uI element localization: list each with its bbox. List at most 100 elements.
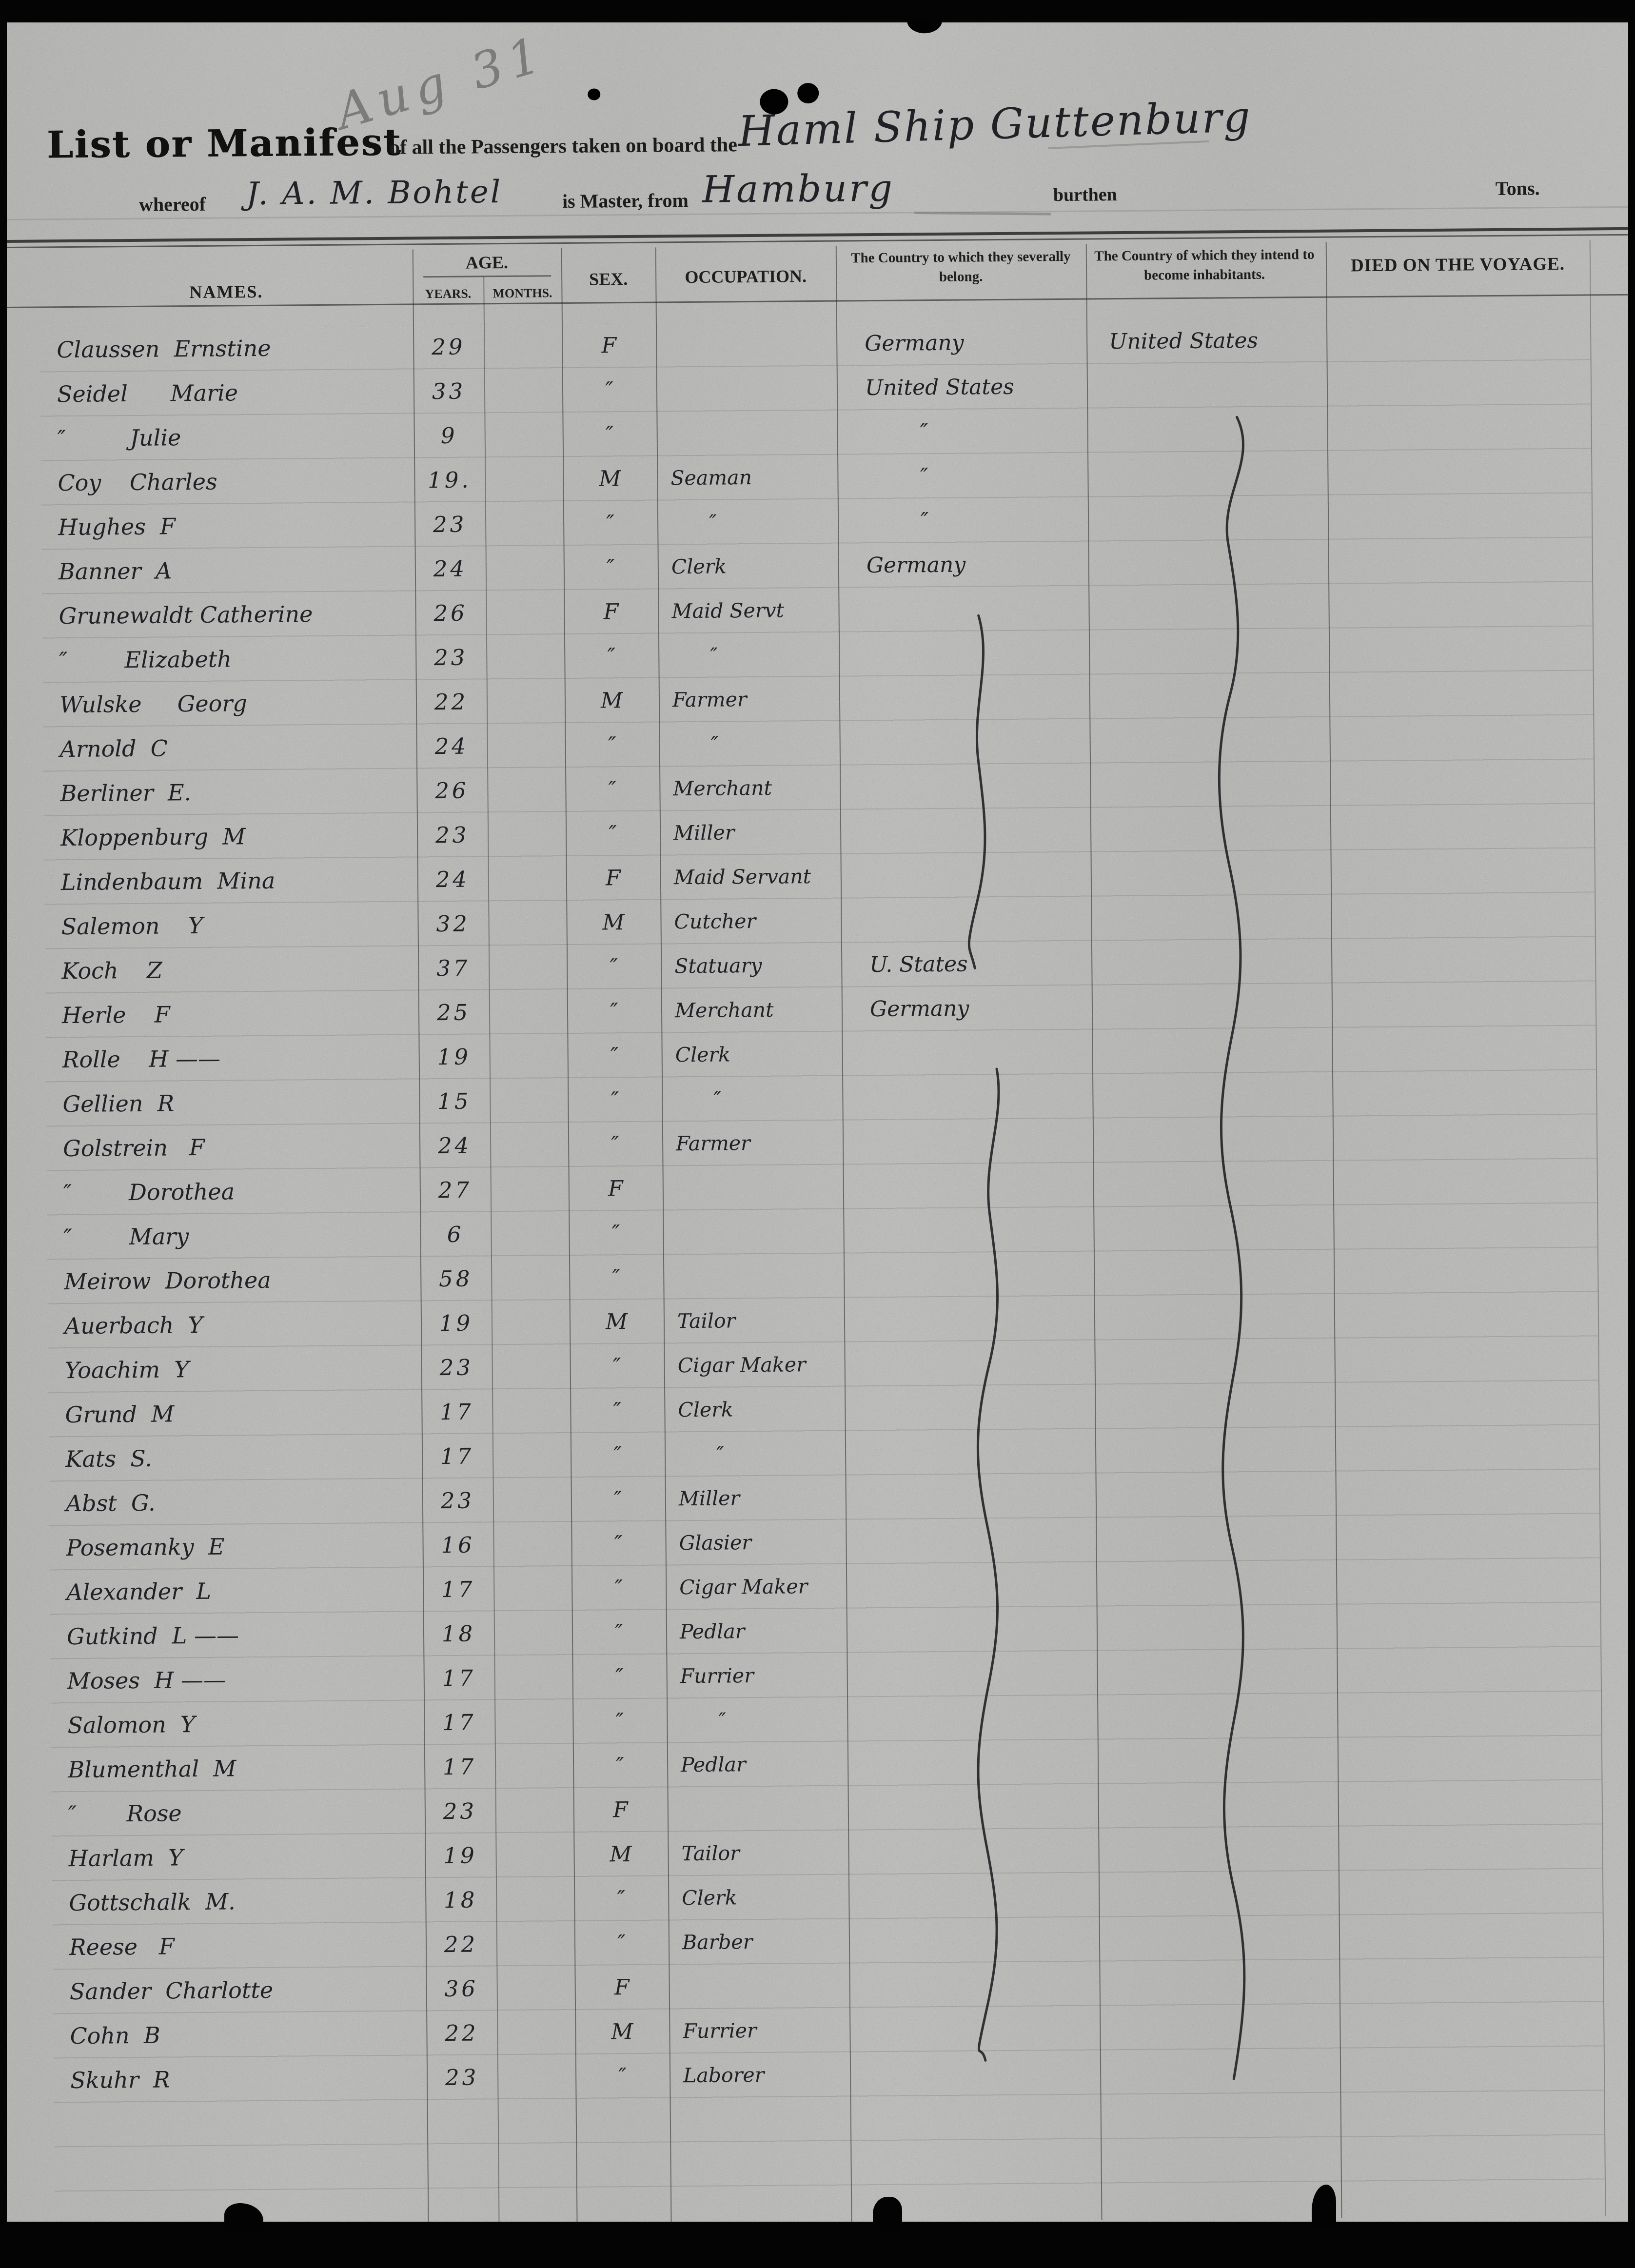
column-header-months: MONTHS.	[483, 286, 561, 301]
cell-months	[484, 368, 563, 413]
cell-sex: M	[566, 900, 661, 946]
cell-name: Gottschalk M.	[52, 1878, 426, 1925]
cell-occupation: Miller	[665, 1476, 846, 1521]
column-header-age: AGE.	[413, 252, 561, 273]
cell-occupation: Merchant	[661, 987, 842, 1033]
cell-occupation: ″	[659, 721, 840, 767]
cell-years: 23	[421, 1345, 492, 1390]
cell-intend	[1088, 584, 1329, 631]
cell-occupation: Seaman	[657, 455, 838, 501]
cell-years: 24	[416, 724, 487, 769]
cell-months	[496, 1966, 575, 2011]
cell-sex: ″	[566, 811, 660, 857]
cell-sex: ″	[571, 1432, 665, 1478]
cell-belong	[840, 764, 1090, 810]
cell-belong	[840, 808, 1091, 854]
cell-months	[494, 1655, 572, 1700]
cell-years: 19.	[414, 457, 485, 502]
cell-years: 37	[418, 946, 489, 990]
cell-intend	[1094, 1339, 1335, 1385]
cell-sex: ″	[571, 1521, 666, 1566]
cell-months	[494, 1611, 572, 1656]
cell-belong: ″	[837, 453, 1088, 499]
page-content: Aug 31 List or Manifest of all the Passe…	[0, 0, 1635, 2268]
cell-months	[493, 1566, 572, 1611]
column-header-country-belong: The Country to which they severally belo…	[846, 247, 1077, 288]
cell-years: 17	[423, 1656, 494, 1700]
cell-sex: ″	[575, 2053, 670, 2099]
cell-died	[1339, 1957, 1603, 2004]
cell-name: Sander Charlotte	[53, 1967, 426, 2014]
cell-name: Claussen Ernstine	[40, 325, 414, 372]
cell-died	[1340, 2002, 1604, 2048]
cell-years: 24	[417, 857, 489, 902]
cell-name: Moses H ——	[50, 1656, 424, 1703]
cell-name: ″ Dorothea	[47, 1168, 420, 1215]
cell-intend	[1093, 1117, 1333, 1163]
cell-sex: ″	[569, 1210, 663, 1256]
cell-occupation: Miller	[660, 810, 841, 856]
cell-died	[1337, 1647, 1601, 1693]
column-header-years: YEARS.	[413, 286, 483, 301]
cell-months	[484, 324, 562, 369]
cell-years: 17	[422, 1434, 493, 1479]
cell-belong	[847, 1651, 1097, 1697]
cell-months	[495, 1833, 574, 1877]
age-underline	[423, 275, 551, 277]
cell-name: Abst G.	[49, 1479, 423, 1526]
cell-belong	[843, 1119, 1093, 1165]
cell-sex: M	[573, 1832, 668, 1877]
cell-occupation: Cutcher	[660, 899, 841, 945]
cell-years: 15	[419, 1079, 490, 1124]
cell-years: 17	[421, 1389, 492, 1434]
column-header-occupation: OCCUPATION.	[655, 266, 836, 288]
cell-months	[492, 1344, 570, 1389]
cell-belong	[847, 1696, 1098, 1742]
cell-years: 16	[422, 1522, 493, 1567]
cell-belong: United States	[837, 364, 1087, 411]
cell-died	[1327, 404, 1591, 451]
cell-intend	[1091, 939, 1332, 986]
cell-intend	[1089, 629, 1329, 675]
cell-name: Cohn B	[53, 2011, 427, 2058]
cell-occupation: Pedlar	[666, 1609, 847, 1655]
cell-died	[1333, 1203, 1597, 1249]
cell-died	[1332, 981, 1596, 1027]
cell-name: Skuhr R	[54, 2055, 427, 2103]
cell-name: Wulske Georg	[43, 680, 416, 727]
cell-months	[496, 1921, 575, 1966]
cell-intend	[1098, 1782, 1338, 1829]
column-header-died-on-voyage: DIED ON THE VOYAGE.	[1326, 254, 1590, 276]
cell-sex: ″	[564, 545, 658, 591]
cell-belong	[841, 897, 1091, 943]
cell-intend	[1097, 1694, 1338, 1740]
cell-sex: ″	[571, 1477, 666, 1522]
cell-occupation: Furrier	[669, 2008, 850, 2054]
cell-years: 25	[418, 990, 490, 1035]
cell-sex: F	[564, 590, 658, 635]
cell-sex: ″	[567, 989, 662, 1034]
cell-sex: ″	[564, 634, 659, 679]
cell-name: ″ Mary	[47, 1212, 420, 1260]
cell-months	[492, 1300, 570, 1345]
cell-intend	[1097, 1605, 1337, 1651]
cell-occupation: Pedlar	[667, 1742, 848, 1788]
cell-belong	[847, 1740, 1098, 1786]
cell-years: 36	[426, 1966, 497, 2011]
cell-died	[1334, 1336, 1598, 1382]
cell-years: 17	[424, 1700, 495, 1745]
cell-name: Kloppenburg M	[44, 813, 417, 860]
cell-years: 22	[416, 679, 487, 724]
cell-occupation	[663, 1254, 844, 1300]
cell-belong	[844, 1296, 1095, 1342]
cell-name: Rolle H ——	[45, 1035, 419, 1082]
cell-months	[493, 1522, 571, 1567]
cell-name: Grunewaldt Catherine	[42, 591, 415, 638]
cell-died	[1335, 1381, 1599, 1427]
column-header-names: NAMES.	[39, 280, 413, 303]
cell-intend	[1088, 495, 1328, 542]
cell-years: 58	[420, 1256, 492, 1301]
cell-intend	[1088, 540, 1328, 586]
cell-name: Posemanky E	[49, 1523, 423, 1570]
cell-intend	[1090, 806, 1331, 852]
